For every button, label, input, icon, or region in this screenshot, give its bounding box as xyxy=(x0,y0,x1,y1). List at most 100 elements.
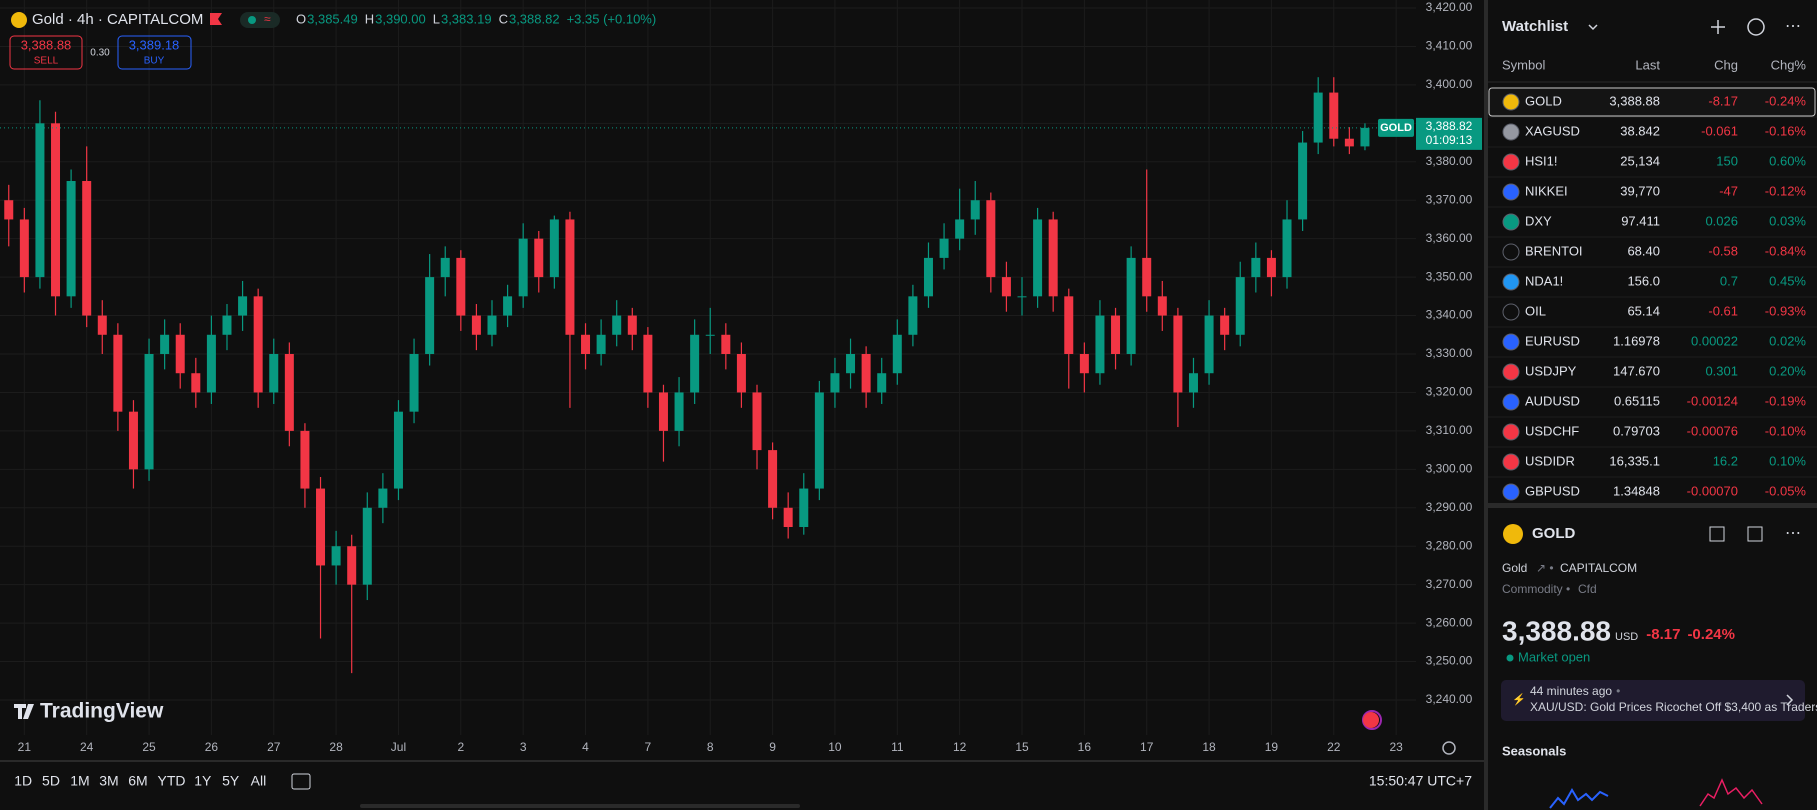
x-tick-label: 18 xyxy=(1202,740,1216,754)
symbol[interactable]: NIKKEI xyxy=(1525,183,1568,198)
ohlc-key: H xyxy=(365,11,374,26)
symbol[interactable]: GBPUSD xyxy=(1525,483,1580,498)
scrollbar[interactable] xyxy=(360,804,800,808)
candle-body xyxy=(35,123,45,278)
change-pct: -0.24% xyxy=(1765,93,1807,108)
y-tick-label: 3,370.00 xyxy=(1426,192,1473,206)
candle-body xyxy=(908,296,918,335)
range-button[interactable]: 5D xyxy=(42,773,60,789)
more-icon[interactable]: ⋯ xyxy=(1785,525,1801,542)
symbol[interactable]: USDJPY xyxy=(1525,363,1577,378)
symbol[interactable]: USDCHF xyxy=(1525,423,1579,438)
status-pill xyxy=(240,12,280,28)
last: 65.14 xyxy=(1627,303,1660,318)
range-button[interactable]: 3M xyxy=(99,773,118,789)
candle-body xyxy=(565,219,575,335)
range-button[interactable]: 6M xyxy=(128,773,147,789)
clock: 15:50:47 UTC+7 xyxy=(1369,773,1472,789)
candle-body xyxy=(113,334,123,412)
x-tick-label: 8 xyxy=(707,740,714,754)
symbol[interactable]: EURUSD xyxy=(1525,333,1580,348)
candle-body xyxy=(1220,315,1230,335)
candle-body xyxy=(1313,92,1323,143)
add-icon[interactable] xyxy=(1711,20,1725,34)
candle-body xyxy=(128,411,138,470)
symbol[interactable]: GOLD xyxy=(1525,93,1562,108)
candle-body xyxy=(643,334,653,393)
detail-change-pct: -0.24% xyxy=(1687,626,1735,643)
last: 3,388.88 xyxy=(1609,93,1660,108)
candle-body xyxy=(1251,257,1261,278)
date-range-icon[interactable] xyxy=(291,773,311,790)
symbol[interactable]: HSI1! xyxy=(1525,153,1558,168)
buy-button[interactable] xyxy=(117,35,192,70)
symbol-icon xyxy=(11,12,27,28)
candle-body xyxy=(581,334,591,354)
row-icon xyxy=(1502,243,1520,261)
candle-body xyxy=(768,450,778,508)
candle-body xyxy=(596,334,606,354)
range-button[interactable]: 1Y xyxy=(194,773,212,789)
more-icon[interactable]: ⋯ xyxy=(1785,18,1801,35)
sell-button[interactable] xyxy=(9,35,83,70)
chart-icon[interactable] xyxy=(1747,18,1765,36)
candle-body xyxy=(830,373,840,393)
link-icon: ↗ • xyxy=(1536,561,1554,575)
last: 39,770 xyxy=(1620,183,1660,198)
candle-body xyxy=(191,373,201,393)
symbol[interactable]: NDA1! xyxy=(1525,273,1563,288)
buy-price: 3,389.18 xyxy=(129,37,180,52)
layout-icon[interactable] xyxy=(1709,526,1725,542)
candle-body xyxy=(658,392,668,431)
range-button[interactable]: 5Y xyxy=(222,773,240,789)
candle-body xyxy=(923,257,933,297)
candle-body xyxy=(82,181,92,316)
detail-currency: USD xyxy=(1615,631,1638,643)
change-pct: -0.19% xyxy=(1765,393,1807,408)
candles xyxy=(4,77,1370,674)
detail-symbol: GOLD xyxy=(1532,525,1575,542)
candle-body xyxy=(1095,315,1105,374)
x-tick-label: 10 xyxy=(828,740,842,754)
ohlc-value: 3,385.49 xyxy=(307,11,358,26)
price-tag-symbol: GOLD xyxy=(1380,122,1412,134)
y-tick-label: 3,280.00 xyxy=(1426,538,1473,552)
candle-body xyxy=(1126,257,1136,354)
range-button[interactable]: 1M xyxy=(70,773,89,789)
candle-body xyxy=(238,296,248,316)
candle-body xyxy=(674,392,684,431)
symbol[interactable]: AUDUSD xyxy=(1525,393,1580,408)
candle-body xyxy=(814,392,824,489)
range-button[interactable]: YTD xyxy=(158,773,186,789)
symbol[interactable]: USDIDR xyxy=(1525,453,1575,468)
toolbar-divider xyxy=(0,760,1484,762)
y-tick-label: 3,290.00 xyxy=(1426,500,1473,514)
candle-body xyxy=(1033,219,1043,297)
symbol[interactable]: XAGUSD xyxy=(1525,123,1580,138)
selected-row[interactable] xyxy=(1488,87,1816,117)
detail-category: Commodity xyxy=(1502,582,1563,596)
event-flag[interactable] xyxy=(1363,712,1379,728)
x-tick-label: 28 xyxy=(329,740,343,754)
candle-body xyxy=(1329,92,1339,139)
last: 38.842 xyxy=(1620,123,1660,138)
dropdown-icon[interactable] xyxy=(1588,24,1598,31)
separator: • xyxy=(1566,582,1570,596)
symbol[interactable]: BRENTOI xyxy=(1525,243,1583,258)
candle-body xyxy=(425,277,435,354)
settings-icon[interactable] xyxy=(1442,741,1456,755)
candle-body xyxy=(534,238,544,278)
news-card[interactable] xyxy=(1501,680,1805,721)
edit-icon[interactable] xyxy=(1747,526,1763,542)
range-button[interactable]: 1D xyxy=(14,773,32,789)
candle-body xyxy=(939,238,949,258)
change: -8.17 xyxy=(1708,93,1738,108)
detail-divider xyxy=(1488,503,1817,508)
ohlc-key: O xyxy=(296,11,306,26)
range-button[interactable]: All xyxy=(251,773,267,789)
candle-body xyxy=(1173,315,1183,393)
change: 0.7 xyxy=(1720,273,1738,288)
symbol[interactable]: DXY xyxy=(1525,213,1552,228)
symbol[interactable]: OIL xyxy=(1525,303,1546,318)
